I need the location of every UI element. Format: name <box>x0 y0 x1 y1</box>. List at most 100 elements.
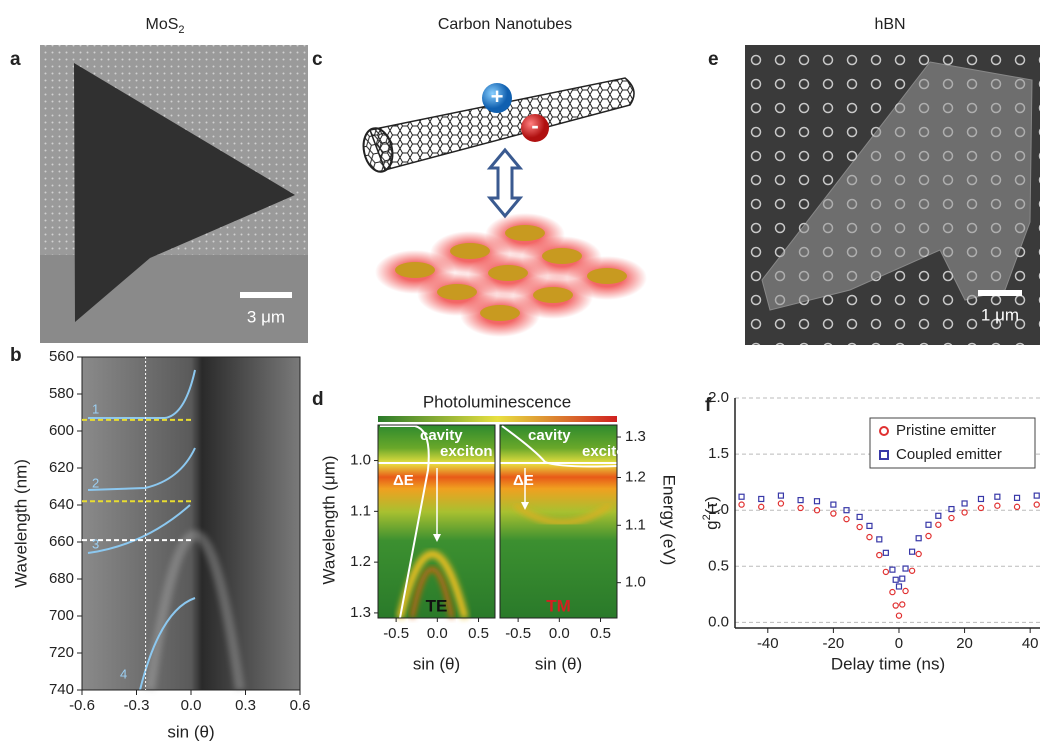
point <box>890 589 895 594</box>
micrograph-e: 1 μm <box>745 45 1040 345</box>
polarization-label: TE <box>426 596 448 615</box>
point <box>1034 493 1039 498</box>
point <box>900 576 905 581</box>
heading: Carbon Nanotubes <box>438 16 572 33</box>
point <box>896 613 901 618</box>
point <box>798 498 803 503</box>
scale-bar-label: 1 μm <box>981 305 1019 324</box>
annotation: exciton <box>440 443 493 460</box>
point <box>857 514 862 519</box>
y-tick-label: 720 <box>49 644 74 661</box>
x-axis-label: sin (θ) <box>167 722 214 741</box>
point <box>978 496 983 501</box>
point <box>1015 495 1020 500</box>
y2-tick-label: 1.1 <box>625 516 646 533</box>
x-tick-label: 40 <box>1022 635 1039 652</box>
panel-label: a <box>10 49 21 70</box>
point <box>893 577 898 582</box>
heading: hBN <box>874 16 905 33</box>
point <box>893 603 898 608</box>
y-axis-label: Wavelength (nm) <box>11 459 30 588</box>
y-axis-label-part: g <box>702 520 721 529</box>
point <box>926 533 931 538</box>
y-tick-label: 1.5 <box>708 445 729 462</box>
annotation: cavity <box>420 427 463 444</box>
annotation: ΔE <box>513 472 534 489</box>
point <box>995 503 1000 508</box>
y-tick-label: 1.3 <box>350 604 371 621</box>
x-axis-label: sin (θ) <box>535 654 582 673</box>
point <box>844 517 849 522</box>
y-tick-label: 620 <box>49 459 74 476</box>
mode-label: 4 <box>120 666 127 681</box>
y2-tick-label: 1.3 <box>625 428 646 445</box>
y-tick-label: 660 <box>49 533 74 550</box>
point <box>778 493 783 498</box>
x-tick-label: -0.6 <box>69 697 95 714</box>
mode-label: 3 <box>92 536 99 551</box>
y-tick-label: 1.2 <box>350 553 371 570</box>
point <box>910 549 915 554</box>
point <box>962 510 967 515</box>
x-tick-label: -40 <box>757 635 779 652</box>
y-tick-label: 0.5 <box>708 557 729 574</box>
point <box>759 496 764 501</box>
point <box>909 568 914 573</box>
heading: MoS2 <box>145 16 184 36</box>
x-tick-label: -0.5 <box>383 625 409 642</box>
x-tick-label: -20 <box>823 635 845 652</box>
heading-text: MoS <box>145 16 178 33</box>
y-axis-label-part: (τ) <box>702 496 721 514</box>
x-tick-label: 0.0 <box>181 697 202 714</box>
point <box>949 515 954 520</box>
point <box>936 513 941 518</box>
x-tick-label: 0.5 <box>468 625 489 642</box>
y-tick-label: 0.0 <box>708 613 729 630</box>
y-tick-label: 2.0 <box>708 389 729 406</box>
point <box>739 502 744 507</box>
spectrum-image-b <box>82 357 300 690</box>
point <box>831 511 836 516</box>
x-tick-label: 0.3 <box>235 697 256 714</box>
mode-label: 2 <box>92 475 99 490</box>
point <box>739 494 744 499</box>
page: {"figure": { "titles": {"mos2": "MoS", "… <box>0 0 1040 743</box>
y-tick-label: 600 <box>49 422 74 439</box>
panel-label: e <box>708 49 719 70</box>
annotation: ΔE <box>393 472 414 489</box>
y-axis-label: g2(τ) <box>701 496 722 530</box>
point <box>759 504 764 509</box>
charge: + <box>491 84 504 109</box>
polarization-label: TM <box>546 596 571 615</box>
point <box>814 499 819 504</box>
x-tick-label: 0 <box>895 635 903 652</box>
point <box>916 536 921 541</box>
x-tick-label: 20 <box>956 635 973 652</box>
legend-label: Coupled emitter <box>896 446 1002 463</box>
point <box>903 588 908 593</box>
x-tick-label: 0.5 <box>590 625 611 642</box>
y-tick-label: 560 <box>49 348 74 365</box>
point <box>883 569 888 574</box>
point <box>916 551 921 556</box>
y-tick-label: 700 <box>49 607 74 624</box>
mode-label: 1 <box>92 401 99 416</box>
point <box>877 537 882 542</box>
y2-axis-label: Energy (eV) <box>660 475 679 566</box>
point <box>883 550 888 555</box>
x-tick-label: -0.5 <box>505 625 531 642</box>
x-tick-label: 0.0 <box>549 625 570 642</box>
y2-tick-label: 1.2 <box>625 468 646 485</box>
panel-label: b <box>10 345 22 366</box>
y-tick-label: 1.0 <box>350 452 371 469</box>
y-tick-label: 740 <box>49 681 74 698</box>
nanotube-illustration: + - <box>360 78 647 337</box>
x-tick-label: -0.3 <box>124 697 150 714</box>
point <box>949 507 954 512</box>
x-tick-label: 0.0 <box>427 625 448 642</box>
point <box>857 524 862 529</box>
point <box>867 523 872 528</box>
y2-tick-label: 1.0 <box>625 574 646 591</box>
legend-label: Pristine emitter <box>896 422 996 439</box>
point <box>778 501 783 506</box>
